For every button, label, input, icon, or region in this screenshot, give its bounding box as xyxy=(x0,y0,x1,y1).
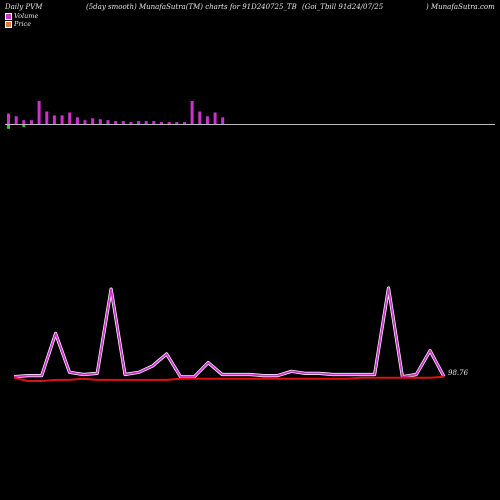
volume-bar xyxy=(91,118,95,125)
volume-bar xyxy=(45,111,49,124)
series-line-magenta xyxy=(13,287,445,378)
volume-bar xyxy=(98,119,102,124)
volume-bar xyxy=(114,121,118,124)
volume-bar xyxy=(68,112,72,124)
price-lines xyxy=(13,286,446,382)
volume-bar xyxy=(167,122,171,124)
header-right: ) MunafaSutra.com xyxy=(426,3,495,11)
volume-bar xyxy=(213,112,217,124)
legend-swatch-volume xyxy=(5,12,12,20)
volume-bar xyxy=(160,122,163,124)
volume-bar xyxy=(75,117,79,124)
series-line-outline xyxy=(13,286,446,379)
legend-item-volume: Volume xyxy=(5,12,38,20)
volume-bar xyxy=(83,120,87,124)
series-line-red xyxy=(13,375,445,382)
header-center-right: (Goi_Tbill 91d24/07/25 xyxy=(302,3,384,11)
volume-bar-negative xyxy=(7,125,10,129)
volume-bar xyxy=(221,117,225,124)
legend-label-price: Price xyxy=(14,20,32,28)
volume-bar xyxy=(152,121,156,124)
volume-bar xyxy=(7,113,10,124)
volume-bar xyxy=(121,121,125,124)
volume-bar xyxy=(144,121,148,124)
volume-bar xyxy=(52,115,56,124)
volume-bar xyxy=(129,122,133,124)
header-left: Daily PVM xyxy=(5,3,43,11)
volume-bar xyxy=(30,120,33,124)
volume-bar xyxy=(37,101,41,124)
volume-bar xyxy=(175,122,179,124)
volume-bar-negative xyxy=(22,125,26,127)
legend-swatch-price xyxy=(5,20,12,28)
volume-bar xyxy=(205,116,209,124)
legend-label-volume: Volume xyxy=(14,12,39,20)
header-center-left: (5day smooth) MunafaSutra(TM) charts for… xyxy=(86,3,297,11)
volume-bar xyxy=(190,101,194,124)
legend: Volume Price xyxy=(5,12,38,28)
volume-bars xyxy=(7,101,225,129)
legend-item-price: Price xyxy=(5,20,38,28)
volume-bar xyxy=(14,116,18,124)
volume-bar xyxy=(60,115,64,124)
volume-bar xyxy=(198,111,202,124)
volume-bar xyxy=(137,121,141,124)
volume-bar xyxy=(22,120,26,124)
volume-bar xyxy=(106,120,110,124)
price-label: 98.76 xyxy=(448,369,469,377)
volume-bar xyxy=(183,122,186,124)
